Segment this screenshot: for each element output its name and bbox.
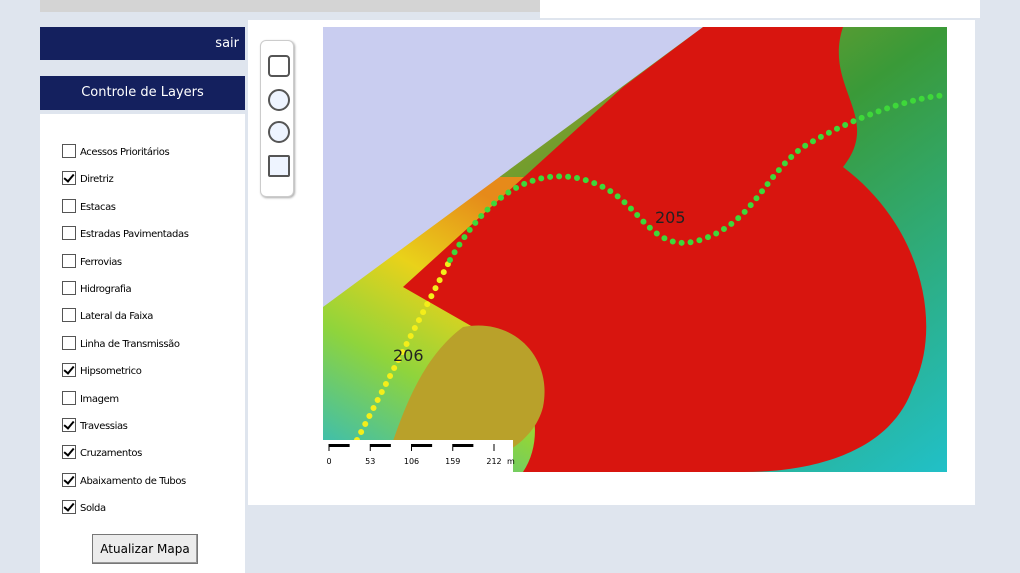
- panel-title: Controle de Layers: [40, 76, 245, 110]
- layer-label: Linha de Transmissão: [80, 339, 180, 350]
- layer-item: Hipsometrico: [62, 357, 142, 377]
- pan-tool[interactable]: [268, 55, 290, 77]
- layer-item: Hidrografia: [62, 275, 131, 295]
- layer-label: Travessias: [80, 421, 128, 432]
- zoom-extent-tool[interactable]: [268, 155, 290, 177]
- layer-checkbox[interactable]: [62, 445, 76, 459]
- layer-label: Acessos Prioritários: [80, 147, 169, 158]
- layer-item: Estradas Pavimentadas: [62, 220, 189, 240]
- layer-label: Hipsometrico: [80, 366, 142, 377]
- top-strip: [40, 0, 540, 12]
- scale-segment: [350, 444, 371, 447]
- layer-label: Ferrovias: [80, 257, 122, 268]
- map-label: 206: [393, 346, 424, 365]
- layer-item: Diretriz: [62, 165, 113, 185]
- scale-label: 159: [445, 457, 460, 466]
- layer-checkbox[interactable]: [62, 144, 76, 158]
- layer-item: Ferrovias: [62, 248, 122, 268]
- scale-label: 106: [404, 457, 419, 466]
- layer-label: Solda: [80, 503, 106, 514]
- zoom-out-tool[interactable]: [268, 121, 290, 143]
- map: 205 206 0 53 106 159 212 m: [323, 27, 947, 472]
- layer-label: Imagem: [80, 394, 119, 405]
- layer-item: Travessias: [62, 412, 128, 432]
- map-label: 205: [655, 208, 686, 227]
- layer-label: Hidrografia: [80, 284, 131, 295]
- layer-checkbox[interactable]: [62, 254, 76, 268]
- layer-checkbox[interactable]: [62, 363, 76, 377]
- layer-item: Acessos Prioritários: [62, 138, 169, 158]
- layer-item: Solda: [62, 494, 106, 514]
- layer-checkbox[interactable]: [62, 171, 76, 185]
- scale-segment: [391, 444, 412, 447]
- layer-label: Diretriz: [80, 174, 113, 185]
- layer-item: Lateral da Faixa: [62, 302, 153, 322]
- layer-item: Cruzamentos: [62, 439, 142, 459]
- logout-link[interactable]: sair: [40, 27, 245, 60]
- scale-segment: [473, 444, 494, 447]
- layer-checkbox[interactable]: [62, 226, 76, 240]
- layer-checkbox[interactable]: [62, 199, 76, 213]
- layer-checkbox[interactable]: [62, 308, 76, 322]
- layer-label: Lateral da Faixa: [80, 311, 153, 322]
- layer-label: Abaixamento de Tubos: [80, 476, 186, 487]
- zoom-in-tool[interactable]: [268, 89, 290, 111]
- layer-label: Estacas: [80, 202, 116, 213]
- top-strip: [540, 0, 980, 18]
- layer-label: Estradas Pavimentadas: [80, 229, 189, 240]
- update-button[interactable]: Atualizar Mapa: [92, 534, 198, 564]
- page: sair Controle de Layers Acessos Prioritá…: [0, 0, 1020, 573]
- layer-item: Linha de Transmissão: [62, 330, 180, 350]
- layer-checkbox[interactable]: [62, 281, 76, 295]
- scale-segment: [432, 444, 453, 447]
- layer-checkbox[interactable]: [62, 336, 76, 350]
- layer-item: Imagem: [62, 385, 119, 405]
- layer-checkbox[interactable]: [62, 473, 76, 487]
- layer-item: Estacas: [62, 193, 116, 213]
- scale-unit: m: [507, 457, 515, 466]
- layer-checkbox[interactable]: [62, 418, 76, 432]
- layer-item: Abaixamento de Tubos: [62, 467, 186, 487]
- scale-label: 53: [365, 457, 375, 466]
- scale-label: 212: [486, 457, 501, 466]
- scale-label: 0: [326, 457, 331, 466]
- layer-checkbox[interactable]: [62, 391, 76, 405]
- layer-checkbox[interactable]: [62, 500, 76, 514]
- map-toolbar: [260, 40, 294, 197]
- layer-label: Cruzamentos: [80, 448, 142, 459]
